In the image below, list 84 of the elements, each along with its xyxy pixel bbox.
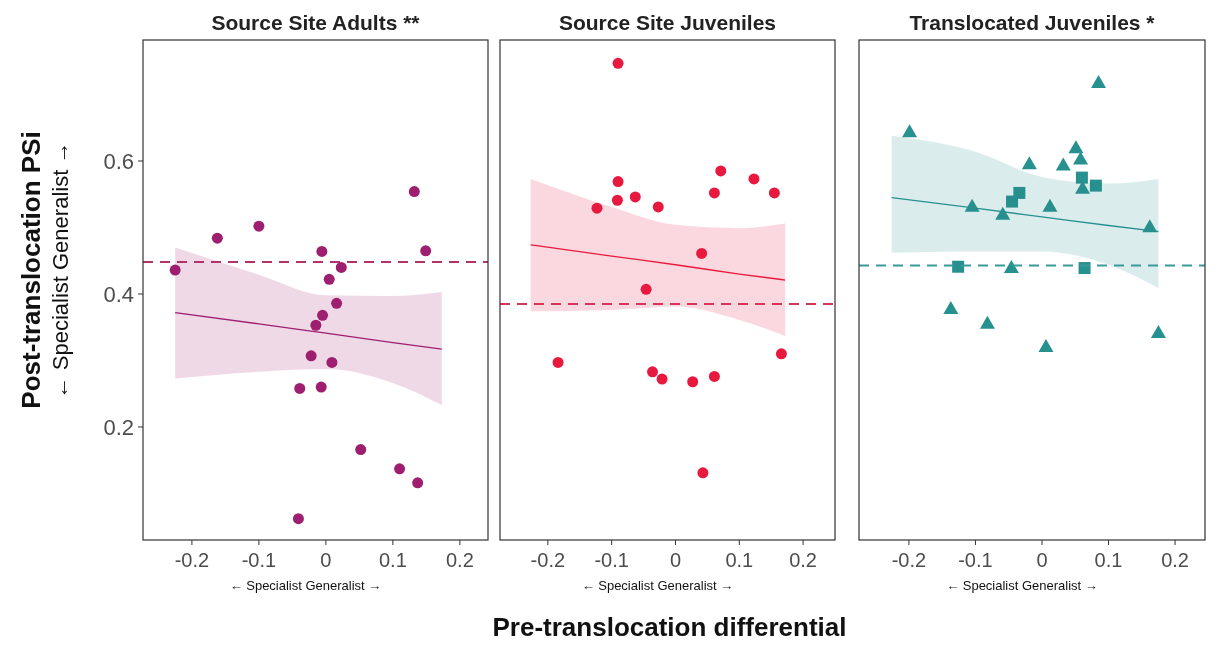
point bbox=[943, 301, 959, 315]
point bbox=[305, 350, 317, 362]
point bbox=[708, 370, 720, 382]
point bbox=[169, 264, 181, 276]
point bbox=[317, 309, 329, 321]
point bbox=[294, 382, 306, 394]
point bbox=[408, 186, 420, 198]
chart-title: Source Site Juveniles bbox=[558, 11, 777, 34]
x-tick-label: -0.2 bbox=[530, 549, 566, 571]
chart-title: Source Site Adults ** bbox=[211, 11, 421, 34]
point bbox=[1038, 339, 1054, 353]
point bbox=[1075, 171, 1088, 184]
point bbox=[697, 467, 709, 479]
point bbox=[748, 173, 760, 185]
point bbox=[629, 191, 641, 203]
point bbox=[1042, 198, 1058, 212]
point bbox=[647, 366, 659, 378]
point bbox=[902, 124, 918, 138]
y-tick-label: 0.6 bbox=[103, 148, 134, 174]
point bbox=[656, 373, 668, 385]
point bbox=[687, 376, 699, 388]
point bbox=[768, 187, 780, 199]
point bbox=[1089, 179, 1102, 192]
point bbox=[611, 194, 623, 206]
line-series bbox=[174, 311, 443, 350]
point bbox=[253, 220, 265, 232]
point bbox=[326, 356, 338, 368]
point bbox=[1055, 157, 1071, 171]
x-axis-title: Pre-translocation differential bbox=[492, 612, 847, 642]
point bbox=[1150, 325, 1166, 339]
y-tick-label: 0.4 bbox=[103, 281, 134, 307]
x-tick-label: -0.1 bbox=[958, 549, 993, 571]
point bbox=[612, 57, 624, 69]
text: ← Specialist Generalist → bbox=[229, 578, 382, 593]
point bbox=[292, 513, 304, 525]
point bbox=[316, 245, 328, 257]
x-tick-label: 0 bbox=[1036, 549, 1048, 571]
y-axis-title: Post-translocation PSi bbox=[16, 131, 46, 409]
point bbox=[1006, 195, 1019, 208]
x-tick-label: 0.1 bbox=[725, 549, 754, 571]
text: ← Specialist Generalist → bbox=[48, 141, 73, 399]
y-tick-label: 0.2 bbox=[103, 414, 134, 440]
point bbox=[394, 463, 406, 475]
point bbox=[1068, 140, 1084, 154]
point bbox=[696, 247, 708, 259]
point bbox=[552, 356, 564, 368]
x-tick-label: -0.2 bbox=[174, 549, 210, 571]
point bbox=[775, 348, 787, 360]
point bbox=[652, 201, 664, 213]
x-tick-label: 0.2 bbox=[445, 549, 474, 571]
point bbox=[612, 176, 624, 188]
point bbox=[335, 261, 347, 273]
x-tick-label: 0.2 bbox=[789, 549, 817, 571]
x-tick-label: 0 bbox=[320, 549, 332, 571]
point bbox=[310, 319, 322, 331]
x-tick-label: 0 bbox=[669, 549, 682, 571]
point bbox=[715, 165, 727, 177]
x-tick-label: -0.1 bbox=[241, 549, 277, 571]
x-tick-label: 0.2 bbox=[1161, 549, 1189, 571]
point bbox=[420, 245, 432, 257]
point bbox=[1073, 151, 1089, 165]
chart-title: Translocated Juveniles * bbox=[909, 11, 1156, 34]
point bbox=[640, 283, 652, 295]
point bbox=[979, 315, 995, 329]
point bbox=[1003, 259, 1019, 273]
point bbox=[1021, 156, 1037, 170]
point bbox=[323, 273, 335, 285]
x-tick-label: 0.1 bbox=[1094, 549, 1123, 571]
point bbox=[315, 381, 327, 393]
x-tick-label: -0.2 bbox=[891, 549, 927, 571]
point bbox=[708, 187, 720, 199]
point bbox=[1091, 75, 1107, 89]
point bbox=[591, 202, 603, 214]
point bbox=[412, 477, 424, 489]
point bbox=[995, 206, 1011, 220]
point bbox=[355, 444, 367, 456]
text: ← Specialist Generalist → bbox=[946, 578, 1098, 593]
x-tick-label: 0.1 bbox=[378, 549, 407, 571]
point bbox=[211, 232, 223, 244]
point bbox=[952, 260, 965, 273]
point bbox=[964, 198, 980, 212]
x-tick-label: -0.1 bbox=[594, 549, 629, 571]
text: ← Specialist Generalist → bbox=[581, 578, 734, 593]
point bbox=[331, 297, 343, 309]
